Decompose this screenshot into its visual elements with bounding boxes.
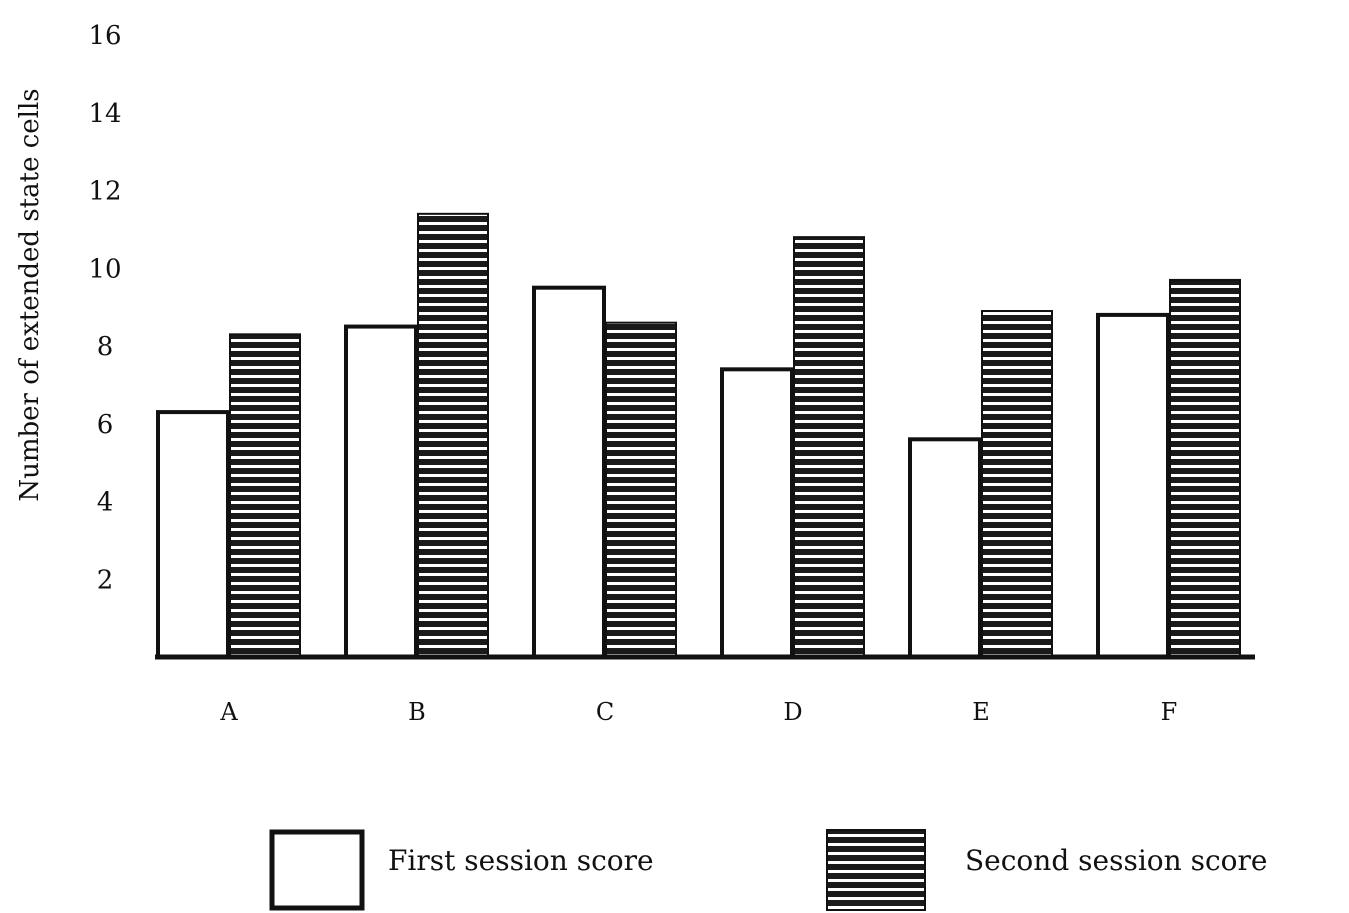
bar-first-session [156,410,230,659]
y-tick-label: 2 [97,565,114,595]
y-tick-label: 16 [88,21,121,51]
legend: First session score Second session score [269,829,1267,911]
legend-label-second-session: Second session score [965,844,1267,877]
y-tick-label: 6 [97,410,114,440]
bar-second-session [417,212,489,658]
bar-first-session [908,437,982,659]
y-tick-label: 14 [88,99,121,129]
y-tick-label: 8 [97,332,114,362]
bar-second-session [605,321,677,658]
bar-first-session [1096,312,1170,659]
bar-second-session [981,310,1053,658]
legend-label-first-session: First session score [388,844,654,877]
category-label: B [408,698,426,726]
category-label: E [972,698,990,726]
bars [156,212,1241,659]
y-tick-labels: 2 4 6 8 10 12 14 16 [88,21,121,595]
legend-swatch-first-session [269,829,365,911]
bar-second-session [229,333,301,658]
category-labels: A B C D E F [219,698,1177,726]
y-axis-title: Number of extended state cells [15,88,45,501]
legend-swatch-second-session [826,829,926,911]
y-tick-label: 10 [88,254,121,284]
category-label: D [783,698,802,726]
category-label: F [1161,698,1178,726]
bar-first-session [720,367,794,659]
category-label: A [219,698,238,726]
bar-first-session [532,285,606,659]
y-tick-label: 12 [88,177,121,207]
bar-second-session [1169,278,1241,658]
bar-second-session [793,236,865,658]
category-label: C [596,698,614,726]
bar-first-session [344,324,418,659]
y-tick-label: 4 [97,488,114,518]
